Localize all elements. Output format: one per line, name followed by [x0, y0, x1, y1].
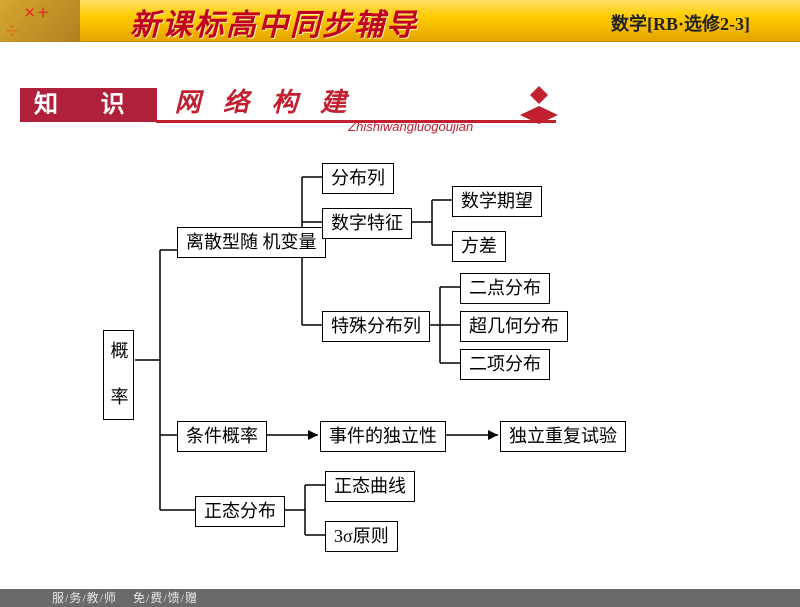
node-repeat-trials: 独立重复试验 [500, 421, 626, 452]
header-banner: 新课标高中同步辅导 数学[RB·选修2-3] [0, 0, 800, 42]
node-dist-list: 分布列 [322, 163, 394, 194]
node-normal-curve: 正态曲线 [325, 471, 415, 502]
node-normal: 正态分布 [195, 496, 285, 527]
header-math-decor [0, 0, 80, 42]
node-root: 概 率 [103, 330, 134, 420]
header-title: 新课标高中同步辅导 [130, 0, 418, 44]
node-discrete: 离散型随 机变量 [177, 227, 326, 258]
node-expectation: 数学期望 [452, 186, 542, 217]
section-underline [156, 120, 556, 123]
node-independence: 事件的独立性 [320, 421, 446, 452]
node-binomial: 二项分布 [460, 349, 550, 380]
section-title-bar: 知 识 网 络 构 建 Zhishiwangluogoujian [20, 88, 580, 122]
node-special-dist: 特殊分布列 [322, 311, 430, 342]
node-conditional: 条件概率 [177, 421, 267, 452]
node-num-char: 数字特征 [322, 208, 412, 239]
header-subject: 数学[RB·选修2-3] [611, 10, 750, 36]
section-title: 网 络 构 建 [175, 88, 355, 118]
knowledge-tree-diagram: 概 率 离散型随 机变量 条件概率 正态分布 分布列 数字特征 特殊分布列 数学… [0, 150, 800, 570]
section-box-label: 知 识 [20, 88, 157, 122]
footer-left: 服/务/教/师 [52, 591, 117, 605]
footer-text: 服/务/教/师 免/费/馈/赠 [52, 589, 198, 606]
red-diamond-icon [520, 86, 558, 124]
node-3sigma: 3σ原则 [325, 521, 398, 552]
node-twopoint: 二点分布 [460, 273, 550, 304]
footer-right: 免/费/馈/赠 [133, 591, 198, 605]
node-hypergeometric: 超几何分布 [460, 311, 568, 342]
node-variance: 方差 [452, 231, 506, 262]
